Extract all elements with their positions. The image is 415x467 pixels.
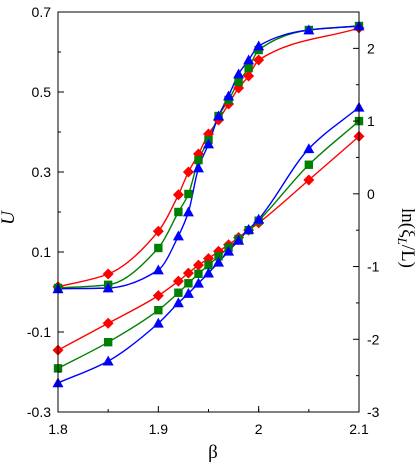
y-axis-right-label-head: ln(ξ xyxy=(397,208,415,238)
y-right-tick-label-5: -3 xyxy=(367,404,380,420)
x-tick-label-1: 1.9 xyxy=(149,421,169,437)
data-point-1-2 xyxy=(154,243,163,253)
data-point-2-6 xyxy=(203,138,214,149)
data-point-4-5 xyxy=(194,269,203,279)
y-right-tick-label-0: 2 xyxy=(367,40,375,56)
data-point-5-6 xyxy=(203,267,214,278)
data-point-3-1 xyxy=(102,317,114,329)
data-point-2-8 xyxy=(223,90,235,101)
x-tick-label-0: 1.8 xyxy=(48,421,68,437)
y-left-tick-label-0: 0.7 xyxy=(32,4,52,20)
data-point-1-3 xyxy=(174,207,183,217)
data-point-4-2 xyxy=(154,305,163,315)
data-point-0-2 xyxy=(152,225,164,237)
y-axis-right-label-tail: /L) xyxy=(397,245,415,268)
y-left-tick-label-1: 0.5 xyxy=(32,84,52,100)
data-point-0-1 xyxy=(102,268,114,280)
y-axis-right-label-sub: L xyxy=(395,237,410,245)
data-point-5-8 xyxy=(223,245,235,256)
data-point-5-7 xyxy=(213,256,225,267)
data-point-2-9 xyxy=(233,68,245,79)
plot-frame xyxy=(57,11,360,413)
series-line-5 xyxy=(57,106,360,384)
axes-layer: 1.8 1.9 2 2.1 0.7 0.5 0.3 0.1 -0.1 -0.3 2 1 0 -1 -2 -3 xyxy=(27,4,380,437)
data-point-5-4 xyxy=(182,287,194,298)
x-tick-label-2: 2 xyxy=(255,421,263,437)
data-point-5-12 xyxy=(303,143,315,154)
data-point-2-11 xyxy=(253,40,265,51)
data-point-5-11 xyxy=(253,213,265,224)
y-left-tick-label-4: -0.1 xyxy=(27,324,51,340)
data-point-4-4 xyxy=(184,279,193,288)
data-point-3-5 xyxy=(192,259,204,271)
data-point-2-1 xyxy=(102,282,114,293)
data-point-4-3 xyxy=(174,288,183,297)
y-axis-right-label: ln(ξL/L) xyxy=(395,208,415,268)
data-point-0-11 xyxy=(253,54,265,66)
data-point-2-7 xyxy=(213,110,225,121)
series-line-2 xyxy=(57,25,360,290)
data-point-1-5 xyxy=(194,155,203,165)
data-point-0-4 xyxy=(182,166,194,178)
data-point-4-7 xyxy=(214,252,223,261)
y-left-tick-label-5: -0.3 xyxy=(27,404,51,420)
data-point-2-3 xyxy=(172,230,184,241)
data-point-3-7 xyxy=(213,245,225,257)
data-point-4-12 xyxy=(304,160,314,169)
data-point-5-9 xyxy=(233,234,245,245)
data-point-5-5 xyxy=(192,277,204,288)
data-point-1-10 xyxy=(244,63,253,73)
y-left-tick-label-3: 0.1 xyxy=(32,244,52,260)
data-point-4-6 xyxy=(204,260,213,270)
data-point-2-2 xyxy=(152,264,164,275)
series-line-4 xyxy=(57,120,360,369)
data-point-2-12 xyxy=(303,24,315,35)
y-axis-left-label: U xyxy=(0,210,19,225)
y-right-tick-label-3: -1 xyxy=(367,259,380,275)
series-line-0 xyxy=(57,27,360,288)
data-point-3-3 xyxy=(172,275,184,287)
data-point-3-4 xyxy=(182,267,194,279)
data-point-5-10 xyxy=(243,223,255,234)
y-left-tick-label-2: 0.3 xyxy=(32,164,52,180)
y-right-tick-label-4: -2 xyxy=(367,331,380,347)
x-axis-label: β xyxy=(208,442,218,463)
data-point-3-2 xyxy=(152,290,164,302)
data-point-0-3 xyxy=(172,189,184,201)
data-point-5-3 xyxy=(172,297,184,308)
plot-content xyxy=(52,20,365,388)
data-point-5-1 xyxy=(102,355,114,366)
data-point-4-1 xyxy=(103,337,113,347)
data-point-2-10 xyxy=(243,54,255,65)
series-line-3 xyxy=(57,135,360,351)
data-point-2-5 xyxy=(192,162,204,173)
data-point-5-2 xyxy=(152,317,164,328)
data-point-1-4 xyxy=(184,189,193,199)
y-right-tick-label-2: 0 xyxy=(367,186,375,202)
y-right-tick-label-1: 1 xyxy=(367,113,375,129)
x-tick-label-3: 2.1 xyxy=(349,421,369,437)
data-point-2-4 xyxy=(182,206,194,217)
data-point-1-9 xyxy=(234,77,243,87)
data-point-3-12 xyxy=(303,174,315,186)
data-point-0-10 xyxy=(243,70,255,82)
series-line-1 xyxy=(57,25,360,289)
